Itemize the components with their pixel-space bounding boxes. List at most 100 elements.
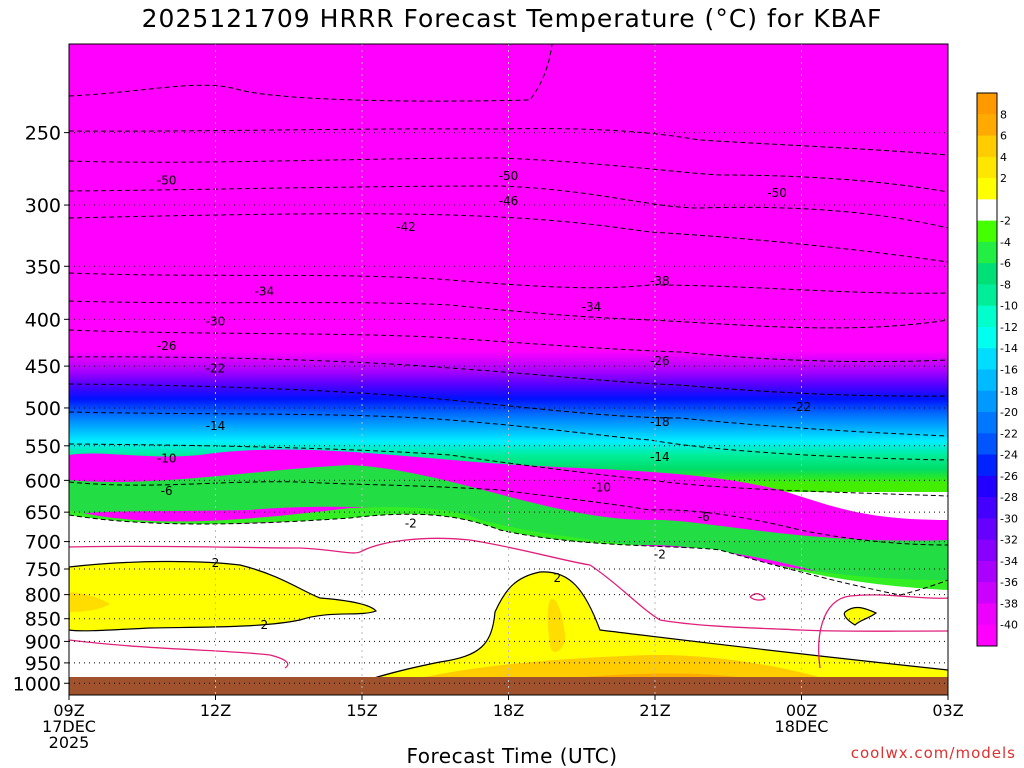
contour-label: -14 xyxy=(206,419,226,433)
colorbar-label: -38 xyxy=(1000,597,1018,610)
contour-label: -38 xyxy=(650,274,670,288)
isotherms xyxy=(69,44,948,596)
colorbar-label: -24 xyxy=(1000,449,1018,462)
contour-label: -26 xyxy=(650,354,670,368)
colorbar-swatch xyxy=(977,539,997,562)
colorbar-label: -10 xyxy=(1000,300,1018,313)
contour-label: -50 xyxy=(767,186,787,200)
contour-label: -42 xyxy=(396,220,416,234)
x-tick-label: 12Z xyxy=(200,701,231,720)
x-tick-label: 03Z xyxy=(932,701,963,720)
y-tick-label: 350 xyxy=(25,256,61,278)
y-tick-label: 500 xyxy=(25,398,61,420)
colorbar-swatch xyxy=(977,284,997,307)
x-tick-label: 00Z xyxy=(786,701,817,720)
y-tick-label: 550 xyxy=(25,436,61,458)
colorbar-swatch xyxy=(977,497,997,519)
contour-label: -22 xyxy=(792,400,812,414)
colorbar: 8 6 4 2 -2 -4 -6 -8 -10 -12 -14 -16 -18 -20 -22 -24 -26 -… xyxy=(976,92,1018,647)
colorbar-label: -4 xyxy=(1000,236,1011,249)
contour-label: -50 xyxy=(157,173,177,187)
colorbar-label: -32 xyxy=(1000,534,1018,547)
x-tick-label: 21Z xyxy=(639,701,670,720)
colorbar-label: 4 xyxy=(1000,151,1007,164)
y-tick-label: 700 xyxy=(25,532,61,554)
colorbar-label: -2 xyxy=(1000,215,1011,228)
colorbar-label: 8 xyxy=(1000,108,1007,121)
x-tick-label: 09Z xyxy=(53,701,84,720)
contour-label: -18 xyxy=(650,415,670,429)
y-tick-label: 600 xyxy=(25,470,61,492)
contour-label: 2 xyxy=(212,556,220,570)
colorbar-label: -18 xyxy=(1000,385,1018,398)
x-tick-label: 17DEC xyxy=(42,717,96,736)
colorbar-swatch xyxy=(977,326,997,349)
freezing-line-4 xyxy=(749,593,766,601)
contour-label: -2 xyxy=(654,547,666,561)
colorbar-label: 2 xyxy=(1000,172,1007,185)
colorbar-swatch xyxy=(977,135,997,158)
x-tick-label: 18Z xyxy=(493,701,524,720)
colorbar-label: -12 xyxy=(1000,321,1018,334)
warm-pocket-right xyxy=(843,606,878,626)
colorbar-swatch xyxy=(977,582,997,604)
colorbar-swatch xyxy=(977,348,997,370)
colorbar-swatch xyxy=(977,220,997,243)
chart-title: 2025121709 HRRR Forecast Temperature (°C… xyxy=(141,4,883,33)
contour-label: -2 xyxy=(405,517,417,531)
temperature-field-gradient xyxy=(69,238,948,521)
colorbar-label: -40 xyxy=(1000,619,1018,632)
colorbar-swatch xyxy=(977,263,997,285)
freezing-line-2 xyxy=(69,639,289,669)
warm-layer-left-orange xyxy=(69,592,110,612)
warm-layer-left xyxy=(69,560,378,632)
y-tick-label: 750 xyxy=(25,559,61,581)
credit-link[interactable]: coolwx.com/models xyxy=(850,744,1016,762)
contour-label: -46 xyxy=(499,194,519,208)
contour-label: -10 xyxy=(591,481,611,495)
contour-labels: -50 -50-50-46-42-38-34-34-30-26-26-22-22-… xyxy=(157,169,812,632)
contour-label: -30 xyxy=(206,314,226,328)
y-tick-label: 450 xyxy=(25,356,61,378)
colorbar-swatch xyxy=(977,305,997,328)
warm-layer-center xyxy=(329,571,948,695)
colorbar-frame xyxy=(976,92,998,647)
colorbar-swatch xyxy=(977,156,997,179)
colorbar-label: -26 xyxy=(1000,470,1018,483)
colorbar-swatch xyxy=(977,390,997,413)
contour-label: -6 xyxy=(161,484,173,498)
warm-layer-center-spike xyxy=(547,599,566,652)
contour-label: -26 xyxy=(157,339,177,353)
contour-label: -34 xyxy=(255,285,275,299)
y-tick-label: 300 xyxy=(25,195,61,217)
colorbar-swatch xyxy=(977,624,997,647)
y-tick-label: 650 xyxy=(25,502,61,524)
colorbar-swatch xyxy=(977,475,997,498)
contour-label: 2 xyxy=(261,618,269,632)
y-tick-label: 850 xyxy=(25,609,61,631)
colorbar-swatch xyxy=(977,369,997,392)
x-tick-label: 15Z xyxy=(346,701,377,720)
x-axis-label: Forecast Time (UTC) xyxy=(406,744,618,768)
colorbar-swatch xyxy=(977,241,997,264)
y-tick-label: 950 xyxy=(25,653,61,675)
y-axis: 2503003504004505005506006507007508008509… xyxy=(13,123,69,695)
colorbar-label: -14 xyxy=(1000,342,1018,355)
colorbar-label: 6 xyxy=(1000,130,1007,143)
colorbar-swatch xyxy=(977,433,997,456)
colorbar-label: -28 xyxy=(1000,491,1018,504)
colorbar-label: -20 xyxy=(1000,406,1018,419)
colorbar-swatch xyxy=(977,603,997,626)
freezing-line-3 xyxy=(818,594,948,669)
x-tick-label: 18DEC xyxy=(775,717,829,736)
contour-label: 2 xyxy=(554,571,562,585)
colorbar-swatch xyxy=(977,93,997,115)
contour-label: -14 xyxy=(650,450,670,464)
contour-label: -10 xyxy=(157,452,177,466)
colorbar-swatch xyxy=(977,518,997,541)
y-tick-label: 400 xyxy=(25,309,61,331)
colorbar-swatch xyxy=(977,412,997,434)
y-tick-label: 800 xyxy=(25,585,61,607)
